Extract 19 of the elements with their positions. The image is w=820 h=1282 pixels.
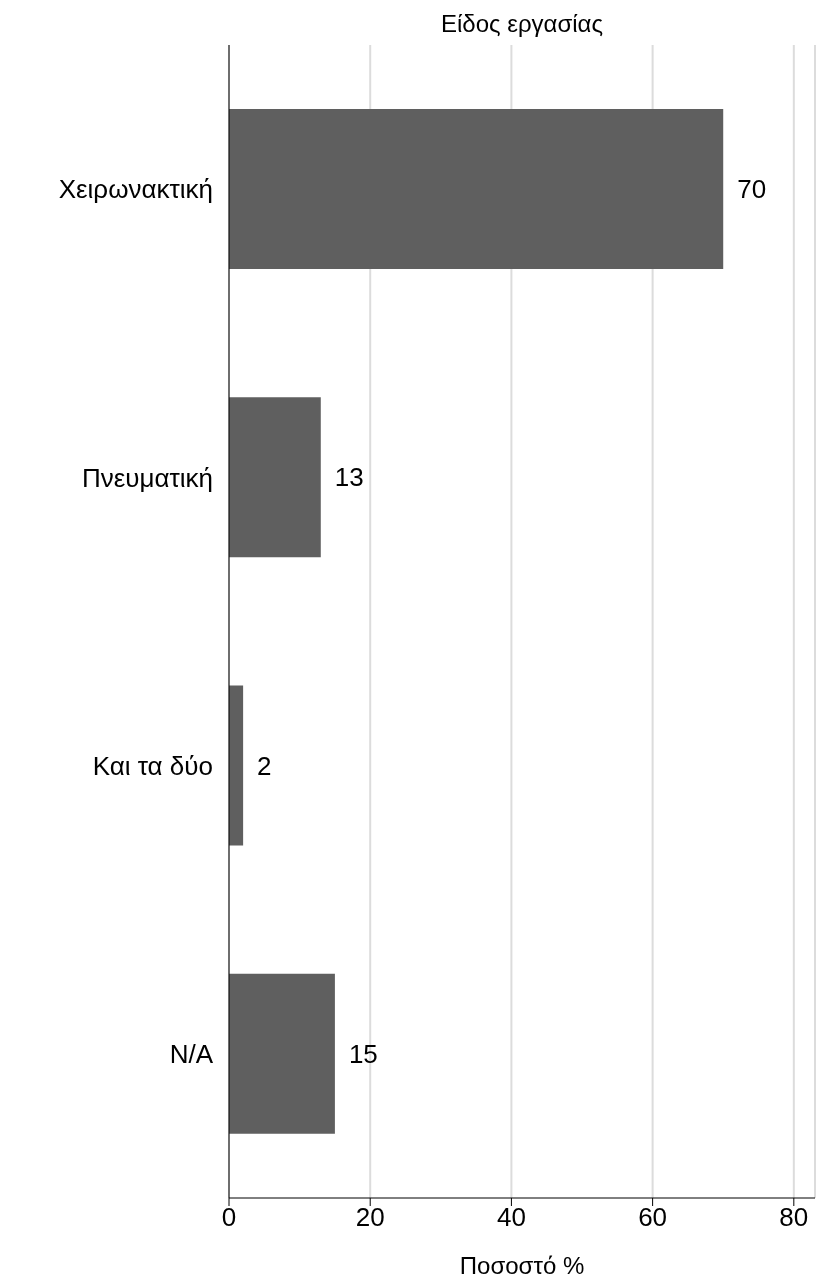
bar <box>229 973 335 1134</box>
data-label: 15 <box>348 1038 378 1069</box>
x-tick-label: 0 <box>221 1202 237 1233</box>
bar <box>229 109 724 269</box>
y-tick-label: Χειρωνακτική <box>58 174 213 205</box>
data-label: 13 <box>334 462 364 493</box>
chart-title: Είδος εργασίας <box>439 10 605 38</box>
y-tick-label: Πνευματική <box>81 462 213 493</box>
y-tick-label: N/A <box>169 1039 214 1070</box>
data-label: 2 <box>257 750 272 781</box>
x-tick-label: 80 <box>779 1202 809 1233</box>
x-tick-label: 60 <box>638 1202 668 1233</box>
data-label: 70 <box>737 174 767 205</box>
bar <box>229 685 244 846</box>
x-axis-title: Ποσοστό % <box>459 1252 585 1279</box>
y-tick-label: Και τα δύο <box>92 750 213 781</box>
x-tick-label: 40 <box>496 1202 526 1233</box>
x-tick-label: 20 <box>355 1202 385 1233</box>
bar <box>229 397 321 558</box>
